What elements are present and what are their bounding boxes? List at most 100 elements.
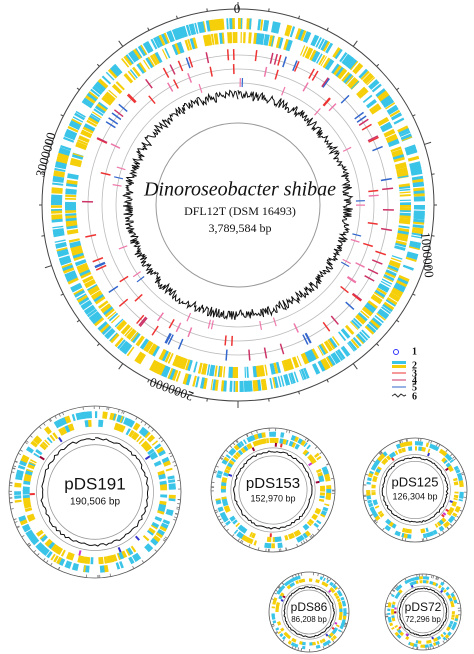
feature xyxy=(126,328,135,339)
marker xyxy=(158,436,162,440)
feature xyxy=(420,644,425,648)
marker xyxy=(347,276,357,283)
feature xyxy=(98,300,109,309)
feature xyxy=(30,459,37,464)
feature xyxy=(393,117,405,125)
feature xyxy=(314,507,322,515)
marker xyxy=(399,440,402,444)
feature xyxy=(180,25,188,38)
marker xyxy=(116,166,126,171)
feature xyxy=(399,199,411,201)
marker xyxy=(398,626,402,630)
feature xyxy=(229,515,236,522)
marker xyxy=(135,416,138,420)
feature xyxy=(82,275,94,284)
feature xyxy=(356,86,368,98)
marker xyxy=(405,633,409,637)
feature xyxy=(136,62,146,74)
feature xyxy=(311,348,319,360)
plasmid-name: pDS72 xyxy=(405,600,442,614)
ring xyxy=(401,590,445,634)
feature xyxy=(315,644,321,649)
marker xyxy=(172,79,179,89)
feature xyxy=(381,457,389,465)
feature xyxy=(66,229,78,233)
feature xyxy=(347,342,355,352)
marker xyxy=(24,441,28,445)
marker xyxy=(136,276,145,283)
marker xyxy=(16,526,20,529)
marker xyxy=(62,412,65,416)
marker xyxy=(173,519,177,521)
feature xyxy=(117,339,126,350)
scale-tick xyxy=(412,293,416,296)
feature xyxy=(160,494,168,498)
feature xyxy=(232,454,239,460)
feature xyxy=(237,449,244,456)
feature xyxy=(132,554,138,562)
marker xyxy=(43,558,46,562)
marker xyxy=(214,509,218,512)
feature xyxy=(322,506,329,512)
feature xyxy=(367,477,372,482)
marker xyxy=(18,452,22,456)
feature xyxy=(55,546,63,555)
feature xyxy=(266,536,272,543)
marker xyxy=(28,544,31,547)
feature xyxy=(325,42,334,54)
feature xyxy=(260,19,264,31)
marker xyxy=(375,521,378,524)
marker xyxy=(372,459,376,463)
feature xyxy=(136,435,142,443)
feature xyxy=(409,243,421,250)
feature xyxy=(119,340,128,351)
marker xyxy=(188,56,194,68)
scale-tick xyxy=(424,265,432,269)
feature xyxy=(432,445,440,452)
feature xyxy=(300,368,307,380)
feature xyxy=(47,541,56,550)
feature xyxy=(386,455,392,461)
scale-tick xyxy=(76,87,80,91)
marker xyxy=(232,442,236,446)
feature xyxy=(451,501,457,507)
feature xyxy=(264,542,272,549)
scale-tick xyxy=(118,40,124,47)
feature xyxy=(387,267,398,273)
feature xyxy=(139,338,150,350)
feature xyxy=(127,70,136,81)
feature xyxy=(58,428,65,436)
plasmid-name: pDS153 xyxy=(246,475,300,492)
feature xyxy=(25,529,35,539)
marker xyxy=(118,103,128,113)
feature xyxy=(50,553,56,561)
feature xyxy=(317,38,325,50)
feature xyxy=(252,379,259,392)
marker xyxy=(311,70,319,81)
feature xyxy=(355,335,364,345)
feature xyxy=(303,442,308,448)
marker xyxy=(117,546,122,553)
marker xyxy=(281,582,285,585)
feature xyxy=(360,70,370,81)
feature xyxy=(321,638,326,643)
feature xyxy=(14,482,22,488)
feature xyxy=(95,411,98,419)
marker xyxy=(304,333,312,344)
marker xyxy=(436,443,439,447)
marker xyxy=(302,82,309,92)
feature xyxy=(371,293,383,304)
feature xyxy=(288,373,293,385)
feature xyxy=(131,431,140,441)
feature xyxy=(310,34,319,47)
feature xyxy=(78,136,90,143)
feature xyxy=(386,104,398,114)
feature xyxy=(26,468,34,473)
feature xyxy=(425,442,429,448)
feature xyxy=(76,262,89,272)
marker xyxy=(282,595,286,599)
marker xyxy=(176,508,180,510)
feature xyxy=(220,380,225,392)
feature xyxy=(83,304,96,315)
feature xyxy=(284,359,292,371)
